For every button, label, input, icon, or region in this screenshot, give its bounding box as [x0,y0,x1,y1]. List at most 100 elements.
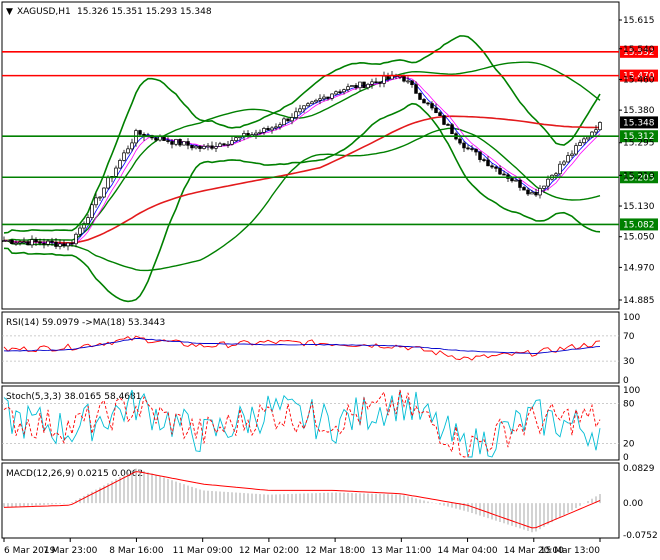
osc-tick-label: 100 [623,313,640,323]
candle-body [194,145,198,149]
time-tick-label: 6 Mar 2019 [4,546,56,556]
candle-body [138,130,142,135]
candle-body [262,128,266,133]
candle-body [222,143,226,146]
bollinger-upper [3,35,601,234]
candle-body [66,242,70,247]
candle-body [586,136,590,140]
candle-body [414,84,418,94]
candle-body [386,75,390,80]
candle-body [514,179,518,182]
osc-tick-label: 70 [623,332,635,342]
candle-body [270,127,274,131]
candle-body [526,189,530,195]
candle-body [338,91,342,94]
level-tag [620,69,658,82]
rsi-ma-label: ->MA(18) 53.3443 [82,318,165,328]
candle-body [234,137,238,141]
level-label: 15.312 [623,132,655,142]
ma-short-pink-line [3,76,601,245]
level-label: 15.470 [623,72,655,82]
candle-body [522,187,526,191]
candle-body [446,124,450,126]
candle-body [38,241,42,244]
candle-body [58,243,62,247]
candle-body [190,144,194,149]
level-tag [620,45,658,58]
candle-body [130,142,134,150]
candle-body [350,85,354,88]
candle-body [326,96,330,99]
candle-body [14,242,18,245]
osc-tick-label: 100 [623,386,640,396]
candle-body [474,148,478,153]
macd-series: 0.0829 0.00 -0.0752 [3,464,658,541]
candle-body [438,112,442,116]
candle-body [306,103,310,107]
candle-body [502,173,506,176]
candle-body [530,192,534,195]
candle-body [94,197,98,206]
level-tag [620,171,658,184]
price-tick-label: 15.540 [623,45,655,55]
osc-tick-label: 80 [623,399,635,409]
candle-body [158,136,162,141]
candle-body [122,152,126,161]
macd-tick-label: 0.00 [623,499,643,509]
candle-body [102,187,106,198]
candle-body [570,153,574,156]
price-axis: 15.615 15.540 15.460 15.380 15.295 15.210 15.1… [619,16,658,306]
candle-body [362,81,366,89]
candle-body [90,204,94,218]
level-tag [620,130,658,143]
candle-body [406,80,410,83]
time-tick-label: 13 Mar 11:00 [371,546,431,556]
candle-body [470,148,474,150]
candle-body [286,118,290,122]
candle-body [274,126,278,129]
osc-tick-label: 0 [623,453,629,463]
candle-body [230,140,234,145]
candle-body [294,111,298,118]
candle-body [70,242,74,245]
candle-body [42,242,46,245]
candle-body [554,173,558,176]
rsi-ma-line [3,337,601,354]
candle-body [494,166,498,169]
candle-body [430,103,434,109]
candle-body [314,99,318,103]
price-tick-label: 15.210 [623,171,655,181]
candle-body [174,139,178,145]
candle-body [282,118,286,126]
candle-body [382,75,386,84]
current-price-tag [620,116,658,129]
candle-body [2,240,6,242]
candle-body [62,243,66,247]
candle-body [434,107,438,114]
candle-body [354,85,358,89]
candle-body [302,105,306,110]
candle-body [214,146,218,149]
candle-body [182,141,186,146]
candle-body [346,86,350,90]
candle-body [154,137,158,141]
candle-body [202,145,206,149]
candle-body [6,240,10,242]
candle-body [450,124,454,135]
price-tick-label: 15.295 [623,139,655,149]
candle-body [498,167,502,175]
candle-body [226,143,230,146]
candle-body [22,241,26,244]
header-arrow-icon[interactable]: ▼ [6,7,13,17]
time-tick-label: 14 Mar 20:00 [504,546,564,556]
price-tick-label: 15.615 [623,16,655,26]
candle-body [594,129,598,133]
candle-body [98,196,102,199]
macd-tick-label: -0.0752 [623,531,658,541]
candle-body [542,185,546,189]
macd-label: MACD(12,26,9) 0.0215 0.0062 [6,469,143,479]
candle-body [170,141,174,145]
candle-body [30,239,34,246]
candle-body [34,239,38,243]
